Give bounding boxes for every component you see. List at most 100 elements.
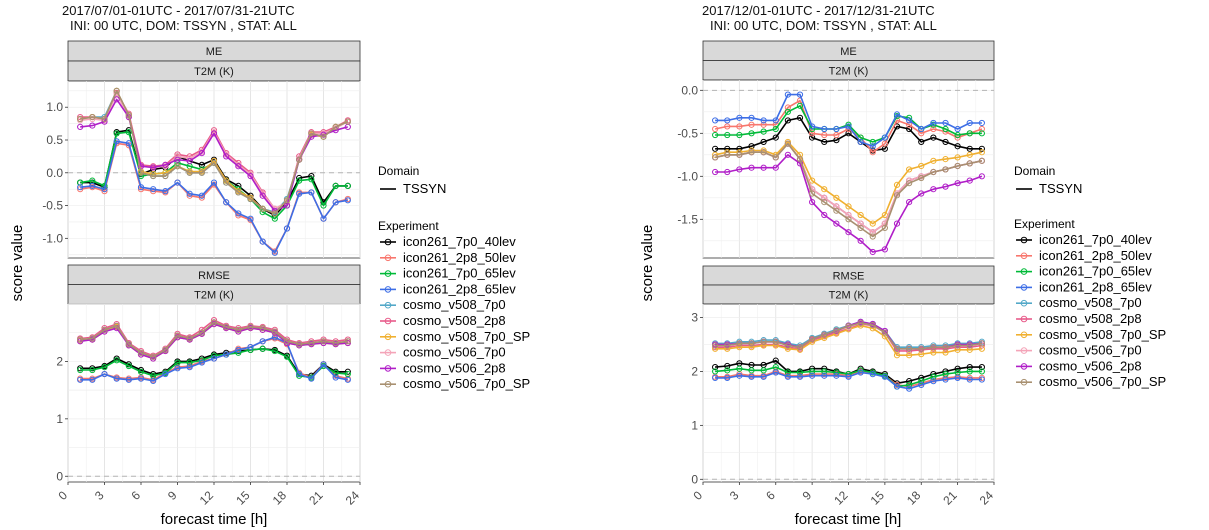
data-point: [712, 131, 719, 139]
data-point: [259, 345, 266, 352]
data-point: [942, 138, 949, 146]
data-point: [223, 179, 230, 186]
data-point: [150, 370, 157, 378]
data-point: [724, 131, 731, 139]
data-point: [210, 130, 218, 137]
data-point: [712, 168, 719, 176]
data-point: [809, 134, 816, 141]
strip-variable-label: T2M (K): [829, 290, 869, 302]
y-tick-label: 0: [56, 469, 63, 483]
data-point: [137, 375, 145, 382]
data-point: [978, 130, 985, 137]
data-point: [259, 205, 266, 212]
data-point: [712, 342, 719, 349]
strip-variable-label: T2M (K): [829, 65, 869, 77]
x-axis-title: forecast time [h]: [795, 511, 902, 528]
data-point: [125, 362, 132, 370]
data-point: [344, 118, 351, 125]
x-tick-label: 0: [690, 488, 705, 503]
data-point: [966, 119, 973, 127]
data-point: [954, 162, 961, 170]
y-tick-label: 3: [691, 310, 698, 324]
data-point: [857, 224, 864, 232]
data-point: [930, 378, 937, 385]
data-point: [77, 179, 84, 186]
data-point: [259, 192, 266, 199]
data-point: [772, 125, 779, 133]
data-point: [796, 373, 804, 380]
legend-key-point: [1020, 331, 1028, 339]
data-point: [308, 176, 315, 183]
data-point: [89, 182, 96, 189]
data-point: [918, 190, 925, 197]
data-point: [869, 149, 876, 156]
data-point: [918, 381, 925, 389]
data-point: [881, 211, 888, 219]
data-point: [845, 123, 852, 130]
data-point: [271, 210, 278, 217]
data-point: [978, 340, 985, 347]
x-tick-label: 15: [868, 488, 888, 508]
legend-entry-label: icon261_2p8_65lev: [403, 281, 516, 296]
data-point: [89, 122, 96, 129]
data-point: [748, 373, 755, 380]
data-point: [235, 346, 242, 354]
x-axis-title: forecast time [h]: [161, 511, 268, 528]
data-point: [893, 383, 901, 390]
data-point: [150, 186, 157, 193]
data-point: [210, 159, 218, 167]
data-point: [978, 342, 985, 349]
data-point: [724, 151, 731, 158]
data-point: [954, 125, 961, 133]
y-tick-label: 2: [56, 354, 63, 368]
data-point: [978, 376, 985, 383]
data-point: [137, 368, 145, 375]
data-point: [809, 335, 816, 343]
data-point: [966, 177, 973, 184]
series-line: [714, 142, 983, 238]
data-point: [784, 117, 791, 124]
y-tick-label: -1.0: [42, 231, 63, 245]
data-point: [760, 373, 767, 380]
data-point: [966, 130, 973, 137]
data-point: [724, 168, 731, 176]
data-point: [966, 368, 973, 375]
data-point: [125, 341, 132, 348]
data-point: [869, 143, 876, 150]
legend-key-point: [1020, 236, 1028, 244]
data-point: [978, 119, 985, 127]
data-point: [930, 157, 937, 164]
data-point: [320, 336, 327, 343]
data-point: [857, 237, 864, 244]
data-point: [271, 347, 278, 355]
data-point: [748, 164, 755, 171]
data-point: [101, 370, 108, 378]
data-point: [712, 374, 719, 381]
data-point: [344, 376, 351, 383]
data-point: [186, 190, 193, 197]
data-point: [954, 374, 961, 381]
legend-key-point: [384, 238, 392, 246]
data-point: [308, 189, 315, 196]
data-point: [712, 154, 719, 161]
data-point: [930, 134, 937, 141]
legend-experiment-title: Experiment: [378, 219, 439, 233]
data-point: [296, 177, 303, 184]
data-point: [259, 338, 266, 345]
data-point: [809, 199, 816, 206]
y-tick-label: 2: [691, 364, 698, 378]
x-tick-label: 15: [233, 488, 253, 508]
x-tick-label: 18: [904, 488, 924, 508]
data-point: [796, 114, 804, 121]
data-point: [796, 344, 804, 351]
series-line: [80, 323, 348, 360]
data-point: [821, 138, 828, 146]
data-point: [332, 182, 339, 189]
data-point: [748, 147, 755, 154]
strip-stat-label: ME: [840, 46, 857, 58]
legend-key-point: [1020, 299, 1028, 307]
data-point: [748, 367, 755, 374]
strip-stat-label: RMSE: [833, 271, 865, 283]
legend-entry-label: cosmo_v506_7p0: [1039, 343, 1142, 358]
x-tick-label: 3: [92, 488, 107, 503]
